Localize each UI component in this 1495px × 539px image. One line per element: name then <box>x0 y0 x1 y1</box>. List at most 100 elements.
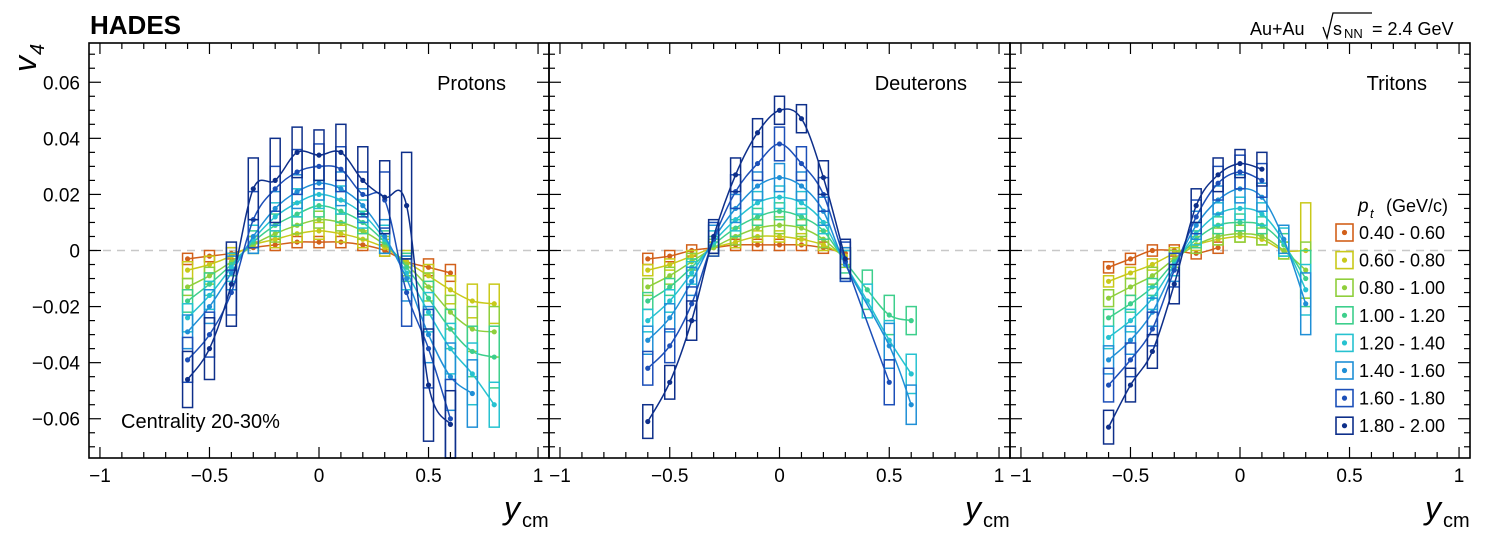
error-box <box>1102 345 1115 375</box>
error-box <box>1299 272 1312 336</box>
legend-label: 1.80 - 2.00 <box>1359 416 1445 436</box>
x-tick-label: 0 <box>314 466 325 487</box>
legend-item: 1.80 - 2.00 <box>1335 416 1445 436</box>
sqrt-sign <box>1322 12 1372 41</box>
legend-swatch <box>1335 223 1354 242</box>
error-box <box>685 300 698 341</box>
legend-item: 1.40 - 1.60 <box>1335 361 1445 381</box>
x-axis-subscript: cm <box>1443 510 1470 532</box>
legend-marker <box>1341 229 1348 236</box>
x-tick-label: 0 <box>774 466 785 487</box>
legend-swatch <box>1335 361 1354 380</box>
error-box <box>1256 202 1268 227</box>
error-box <box>291 126 303 179</box>
error-box <box>861 283 874 319</box>
error-box <box>663 258 676 271</box>
error-box <box>795 171 808 201</box>
error-box <box>1124 367 1137 403</box>
error-box <box>751 117 764 148</box>
series-1.80-2.00 <box>181 123 457 459</box>
x-tick-label: 1 <box>994 466 1005 487</box>
legend-item: 0.80 - 1.00 <box>1335 278 1445 298</box>
error-box <box>795 103 808 134</box>
series-1.40-1.60 <box>1102 174 1312 375</box>
error-box <box>444 274 457 305</box>
legend-label: 1.20 - 1.40 <box>1359 333 1445 353</box>
x-axis-subscript: cm <box>983 510 1010 532</box>
panel-deuterons: −1 −0.5 0 0.5 1 Deuterons y cm <box>548 42 1011 532</box>
series-0.80-1.00 <box>1102 224 1312 308</box>
error-box <box>751 207 764 227</box>
data-point <box>491 301 497 307</box>
legend-marker <box>1341 285 1348 291</box>
legend-item: 1.60 - 1.80 <box>1335 389 1445 409</box>
series-curve <box>647 235 846 271</box>
error-box <box>1124 308 1137 333</box>
data-point <box>184 256 191 262</box>
error-box <box>466 359 479 428</box>
error-box <box>642 350 654 386</box>
error-box <box>663 249 676 263</box>
data-point <box>908 318 914 324</box>
legend-swatch <box>1335 278 1354 298</box>
legend-swatch <box>1335 416 1354 436</box>
series-curve <box>187 165 452 419</box>
error-box <box>795 218 808 238</box>
error-box <box>400 151 413 260</box>
error-box <box>642 308 654 333</box>
error-box <box>642 277 654 297</box>
series-1.60-1.80 <box>642 126 896 406</box>
error-box <box>795 232 808 246</box>
legend-label: 1.60 - 1.80 <box>1359 389 1445 409</box>
error-box <box>795 207 808 227</box>
error-box <box>444 263 457 283</box>
legend-marker <box>1341 312 1348 318</box>
error-box <box>1168 263 1181 305</box>
x-axis-symbol: y <box>963 490 983 526</box>
annotation: Centrality 20-30% <box>121 411 280 433</box>
error-box <box>378 160 391 235</box>
error-box <box>225 241 238 327</box>
series-curve <box>647 243 846 260</box>
error-box <box>335 123 347 182</box>
error-box <box>1124 342 1137 378</box>
error-box <box>1146 258 1159 271</box>
y-axis-subscript: 4 <box>27 44 49 55</box>
error-box <box>795 190 808 215</box>
error-box <box>357 146 369 215</box>
series-curve <box>186 150 452 425</box>
x-tick-label: −1 <box>1010 466 1032 487</box>
energy-subscript: NN <box>1344 26 1363 41</box>
error-box <box>1124 294 1137 313</box>
error-box <box>203 317 216 381</box>
series-curve <box>1108 235 1306 282</box>
series-curve <box>647 196 912 375</box>
series-curve <box>647 176 912 405</box>
y-tick-label: −0.06 <box>32 410 80 431</box>
x-tick-label: 0.5 <box>876 466 902 487</box>
data-point <box>1105 295 1112 301</box>
legend-item: 1.00 - 1.20 <box>1335 306 1445 326</box>
data-point <box>645 256 651 262</box>
error-box <box>1146 266 1159 285</box>
panel-tritons: −1 −0.5 0 0.5 1 Tritons y cm <box>1009 42 1471 532</box>
error-box <box>1102 409 1115 445</box>
error-box <box>883 322 896 370</box>
panel-label: Protons <box>437 73 506 95</box>
x-tick-label: 1 <box>1454 466 1465 487</box>
x-axis-symbol: y <box>502 490 522 526</box>
legend-item: 1.20 - 1.40 <box>1335 333 1445 353</box>
data-point <box>1259 177 1265 183</box>
x-tick-label: −0.5 <box>1112 466 1150 487</box>
error-box <box>663 289 676 313</box>
centrality-label: Centrality 20-30% <box>121 411 280 433</box>
x-tick-label: 1 <box>533 466 544 487</box>
data-point <box>184 284 191 290</box>
error-box <box>1212 241 1224 255</box>
x-tick-label: 0.5 <box>415 466 441 487</box>
y-axis-symbol: v <box>7 54 43 72</box>
series-curve <box>1108 221 1307 319</box>
x-tick-label: 0.5 <box>1336 466 1362 487</box>
x-tick-label: −1 <box>89 466 111 487</box>
